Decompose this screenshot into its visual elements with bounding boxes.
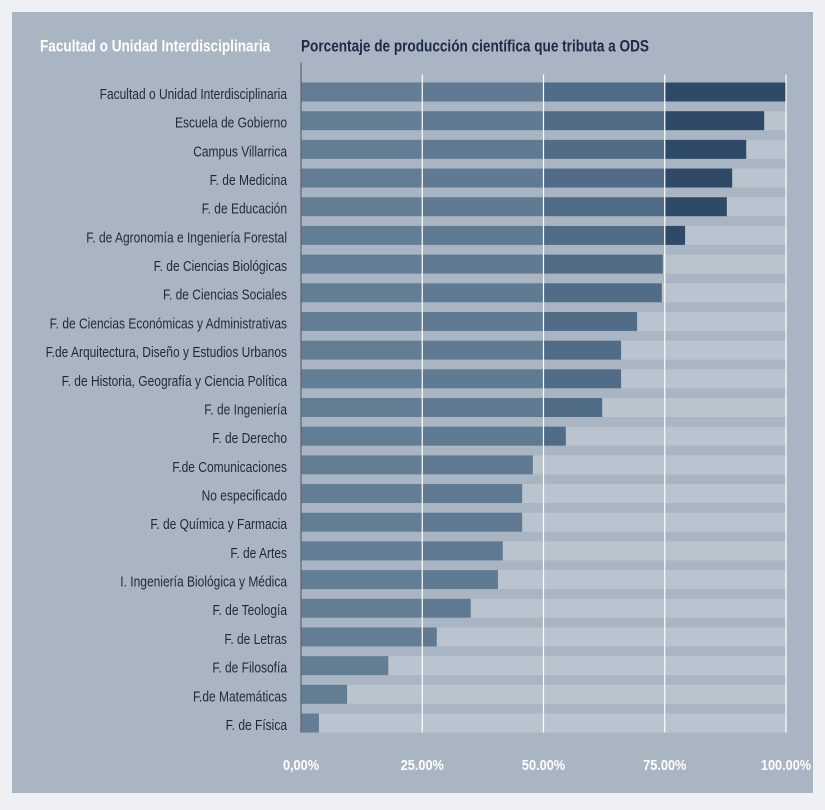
- y-tick-label: F. de Agronomía e Ingeniería Forestal: [86, 229, 287, 246]
- bar: [301, 684, 348, 704]
- y-tick-label: F.de Matemáticas: [193, 688, 287, 705]
- x-tick-label: 25.00%: [401, 756, 444, 773]
- y-tick-label: No especificado: [202, 487, 287, 504]
- y-tick-label: F. de Educación: [202, 200, 287, 217]
- y-tick-label: F. de Filosofía: [212, 659, 287, 676]
- axis-title: Facultad o Unidad Interdisciplinaria: [40, 37, 271, 56]
- y-tick-label: F. de Física: [226, 717, 288, 734]
- bar: [301, 455, 533, 475]
- bar: [301, 340, 622, 360]
- bar: [301, 627, 437, 647]
- x-tick-label: 100.00%: [761, 756, 811, 773]
- y-tick-label: F. de Ciencias Sociales: [163, 286, 287, 303]
- bar: [301, 283, 662, 303]
- y-tick-label: F. de Ciencias Biológicas: [154, 258, 288, 275]
- bar: [301, 484, 523, 504]
- bar: [301, 570, 498, 590]
- y-tick-label: F.de Arquitectura, Diseño y Estudios Urb…: [46, 344, 288, 361]
- bar: [301, 311, 638, 331]
- x-tick-label: 0,00%: [283, 756, 319, 773]
- x-tick-label: 75.00%: [643, 756, 686, 773]
- y-tick-label: F. de Ingeniería: [204, 401, 287, 418]
- y-tick-label: F. de Química y Farmacia: [150, 516, 287, 533]
- bar: [301, 598, 471, 618]
- y-tick-label: F. de Teología: [213, 602, 288, 619]
- x-tick-label: 50.00%: [522, 756, 565, 773]
- y-tick-label: F. de Derecho: [212, 430, 287, 447]
- bar: [301, 225, 686, 245]
- y-tick-label: F.de Comunicaciones: [172, 459, 287, 476]
- y-tick-label: F. de Letras: [224, 631, 287, 648]
- bar: [301, 111, 765, 131]
- bar: [301, 398, 603, 417]
- chart-title: Porcentaje de producción científica que …: [301, 37, 649, 56]
- y-tick-label: F. de Ciencias Económicas y Administrati…: [50, 315, 288, 332]
- bar: [301, 512, 523, 532]
- bar: [301, 713, 319, 733]
- bar: [301, 656, 389, 676]
- y-tick-label: F. de Historia, Geografía y Ciencia Polí…: [62, 373, 288, 390]
- y-tick-label: I. Ingeniería Biológica y Médica: [120, 573, 287, 590]
- bar: [301, 197, 727, 217]
- bar: [301, 369, 622, 389]
- bar: [301, 168, 733, 188]
- bar: [301, 541, 503, 561]
- y-tick-label: F. de Medicina: [210, 172, 288, 189]
- bar: [301, 254, 663, 274]
- bar: [301, 139, 747, 159]
- bar: [301, 426, 566, 446]
- y-tick-label: F. de Artes: [230, 545, 287, 562]
- y-tick-label: Facultad o Unidad Interdisciplinaria: [100, 86, 288, 103]
- y-tick-label: Escuela de Gobierno: [175, 114, 287, 131]
- y-tick-label: Campus Villarrica: [193, 143, 287, 160]
- grid: [300, 62, 787, 733]
